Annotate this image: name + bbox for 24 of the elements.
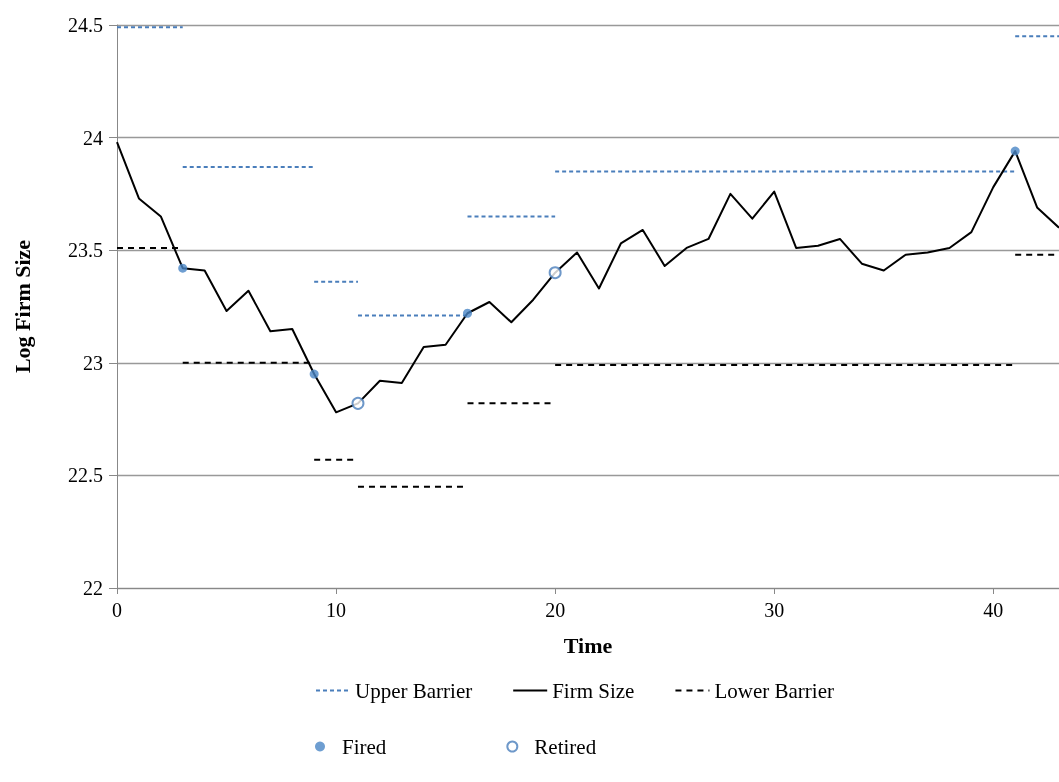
x-tick-label: 20 bbox=[545, 599, 566, 621]
legend-label: Retired bbox=[534, 734, 597, 759]
legend-label: Fired bbox=[342, 734, 387, 759]
x-tick-label: 30 bbox=[764, 599, 785, 621]
x-axis-title: Time bbox=[563, 632, 613, 658]
point bbox=[178, 263, 188, 273]
x-tick-label: 0 bbox=[112, 599, 122, 621]
legend-label: Firm Size bbox=[552, 678, 635, 703]
point bbox=[309, 369, 319, 379]
y-tick-label: 24.5 bbox=[68, 14, 103, 36]
legend-label: Lower Barrier bbox=[714, 678, 834, 703]
y-tick-label: 23.5 bbox=[68, 239, 103, 262]
point bbox=[548, 266, 562, 280]
x-tick-label: 10 bbox=[326, 599, 347, 621]
y-tick-label: 24 bbox=[83, 126, 103, 149]
legend-label: Upper Barrier bbox=[355, 678, 473, 703]
point bbox=[351, 396, 365, 410]
y-tick-label: 22.5 bbox=[68, 464, 103, 487]
y-tick-label: 23 bbox=[83, 351, 103, 374]
point bbox=[463, 308, 473, 318]
x-tick-label: 40 bbox=[983, 599, 1004, 621]
y-axis-title: Log Firm Size bbox=[9, 239, 35, 374]
y-tick-label: 22 bbox=[83, 577, 103, 599]
point bbox=[1010, 146, 1020, 156]
